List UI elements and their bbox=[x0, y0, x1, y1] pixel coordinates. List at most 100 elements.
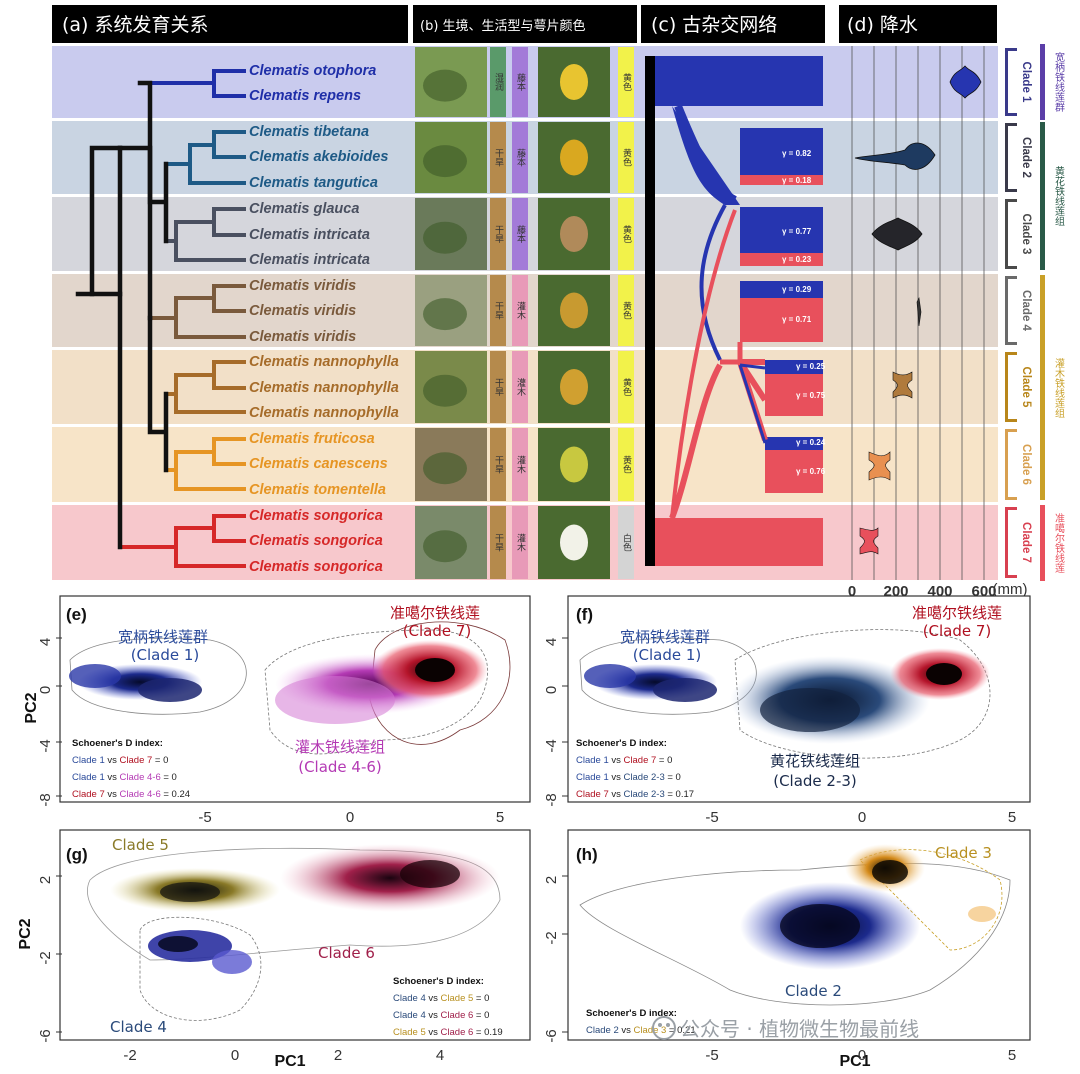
violin-clade5 bbox=[892, 371, 913, 399]
life-form-bar bbox=[512, 198, 528, 270]
species-label: Clematis nannophylla bbox=[249, 405, 399, 421]
group-bars bbox=[1040, 44, 1045, 581]
panel-g: (g) Clade 5 Clade 6 Clade 4 Schoener's D… bbox=[17, 829, 531, 1070]
schoener-part: vs bbox=[426, 1010, 441, 1021]
habitat-photo-shrub bbox=[423, 69, 467, 102]
annotation-f-clade7: 准噶尔铁线莲 bbox=[912, 604, 1002, 622]
habitat-label: 干旱 bbox=[493, 301, 504, 320]
xtick-label: -2 bbox=[123, 1047, 136, 1064]
schoener-part: Clade 7 bbox=[576, 789, 609, 800]
species-label: Clematis viridis bbox=[249, 303, 356, 319]
ytick-label: -6 bbox=[543, 1029, 560, 1042]
phylogeny-tree bbox=[75, 69, 246, 568]
header-d: (d) 降水 bbox=[839, 5, 997, 43]
species-label: Clematis otophora bbox=[249, 63, 376, 79]
schoener-part: = 0.24 bbox=[161, 789, 190, 800]
sepal-color-bar bbox=[618, 198, 634, 270]
habitat-photo-shrub bbox=[423, 530, 467, 563]
annotation-f-clade1: 宽柄铁线莲群 bbox=[620, 628, 710, 646]
annotation-clade1: 宽柄铁线莲群 bbox=[118, 628, 208, 646]
schoener-h: Schoener's D index: Clade 2 vs Clade 3 = … bbox=[586, 1008, 696, 1036]
habitat-bar bbox=[490, 275, 506, 346]
sepal-color-bar bbox=[618, 351, 634, 423]
panel-e-ticks: 4 0 -4 -8 -5 0 5 bbox=[37, 637, 504, 826]
gamma-value: γ = 0.77 bbox=[782, 227, 812, 236]
clade-bar bbox=[1005, 507, 1008, 578]
group-label: 黄花铁线莲组 bbox=[1053, 165, 1065, 226]
species-label: Clematis songorica bbox=[249, 508, 383, 524]
schoener-row: Clade 7 vs Clade 4-6 = 0.24 bbox=[72, 789, 190, 800]
xtick-label: 0 bbox=[858, 1047, 866, 1064]
flower-photo-bloom bbox=[560, 139, 588, 176]
annotation-h-clade2: Clade 2 bbox=[785, 982, 842, 1000]
clade-bar-cap bbox=[1005, 507, 1017, 510]
clade-sidebar: Clade 1 Clade 2 Clade 3 Clade 4 Clade 5 Clade… bbox=[1005, 48, 1032, 578]
schoener-part: = 0.19 bbox=[473, 1027, 502, 1038]
annotation-g-clade5: Clade 5 bbox=[112, 836, 169, 854]
sepal-color-label: 黄色 bbox=[621, 224, 632, 243]
flower-photo-bloom bbox=[560, 64, 588, 100]
gamma-value: γ = 0.82 bbox=[782, 149, 812, 158]
clade-bar bbox=[1005, 48, 1008, 116]
habitat-label: 干旱 bbox=[493, 148, 504, 167]
schoener-g: Schoener's D index: Clade 4 vs Clade 5 = … bbox=[393, 976, 503, 1038]
schoener-row: Clade 4 vs Clade 6 = 0 bbox=[393, 1010, 489, 1021]
schoener-title: Schoener's D index: bbox=[393, 976, 484, 987]
gamma-value: γ = 0.76 bbox=[796, 467, 826, 476]
schoener-part: vs bbox=[105, 755, 120, 766]
ytick-label: -4 bbox=[37, 739, 54, 752]
violin-clade4 bbox=[916, 297, 922, 327]
schoener-part: = 0.17 bbox=[665, 789, 694, 800]
clade-label: Clade 4 bbox=[1020, 290, 1032, 332]
clade-bar-cap bbox=[1005, 497, 1017, 500]
habitat-label: 干旱 bbox=[493, 455, 504, 474]
clade-label: Clade 5 bbox=[1020, 367, 1032, 409]
annotation-clade7: 准噶尔铁线莲 bbox=[390, 604, 480, 622]
clade-bar-cap bbox=[1005, 199, 1017, 202]
schoener-part: Clade 1 bbox=[72, 755, 105, 766]
ytick-label: -8 bbox=[37, 793, 54, 806]
annotation-h-clade3: Clade 3 bbox=[935, 844, 992, 862]
watermark: 公众号 · 植物微生物最前线 bbox=[652, 1016, 919, 1041]
schoener-row: Clade 1 vs Clade 7 = 0 bbox=[72, 755, 168, 766]
ytick-label: 0 bbox=[37, 686, 54, 694]
species-label: Clematis akebioides bbox=[249, 149, 388, 165]
sepal-color-bar bbox=[618, 122, 634, 193]
life-form-bar bbox=[512, 275, 528, 346]
clade-bar bbox=[1005, 429, 1008, 500]
life-form-bar bbox=[512, 351, 528, 423]
annotation-clade1-sub: (Clade 1) bbox=[131, 646, 200, 664]
habitat-bar bbox=[490, 351, 506, 423]
schoener-part: = 0 bbox=[152, 755, 168, 766]
panel-g-xlabel: PC1 bbox=[274, 1053, 305, 1070]
panel-e: (e) 宽柄铁线莲群 (Clade 1) 准噶尔铁线莲 (Clade 7) 灌木… bbox=[23, 595, 531, 826]
sepal-color-label: 黄色 bbox=[621, 147, 632, 166]
schoener-title: Schoener's D index: bbox=[72, 738, 163, 749]
gamma-value: γ = 0.75 bbox=[796, 391, 826, 400]
xtick-label: 0 bbox=[231, 1047, 239, 1064]
sepal-color-bar bbox=[618, 275, 634, 346]
schoener-row: Clade 1 vs Clade 7 = 0 bbox=[576, 755, 672, 766]
schoener-part: vs bbox=[426, 1027, 441, 1038]
ytick-label: 4 bbox=[37, 638, 54, 646]
life-form-bar bbox=[512, 47, 528, 117]
clade-bar-cap bbox=[1005, 352, 1017, 355]
clade-bar-cap bbox=[1005, 429, 1017, 432]
species-label: Clematis songorica bbox=[249, 559, 383, 575]
life-form-label: 藤本 bbox=[515, 72, 526, 92]
habitat-photo-shrub bbox=[423, 374, 467, 407]
schoener-part: Clade 7 bbox=[72, 789, 105, 800]
life-form-label: 灌木 bbox=[515, 454, 526, 474]
habitat-bar bbox=[490, 506, 506, 579]
species-label: Clematis viridis bbox=[249, 329, 356, 345]
annotation-clade46-sub: (Clade 4-6) bbox=[298, 758, 382, 776]
xtick-label: 4 bbox=[436, 1047, 444, 1064]
panel-h-label: (h) bbox=[576, 845, 598, 864]
schoener-title: Schoener's D index: bbox=[586, 1008, 677, 1019]
species-label: Clematis viridis bbox=[249, 278, 356, 294]
habitat-label: 干旱 bbox=[493, 225, 504, 244]
ytick-label: -8 bbox=[543, 793, 560, 806]
sepal-color-label: 黄色 bbox=[621, 454, 632, 473]
life-form-label: 灌木 bbox=[515, 300, 526, 320]
